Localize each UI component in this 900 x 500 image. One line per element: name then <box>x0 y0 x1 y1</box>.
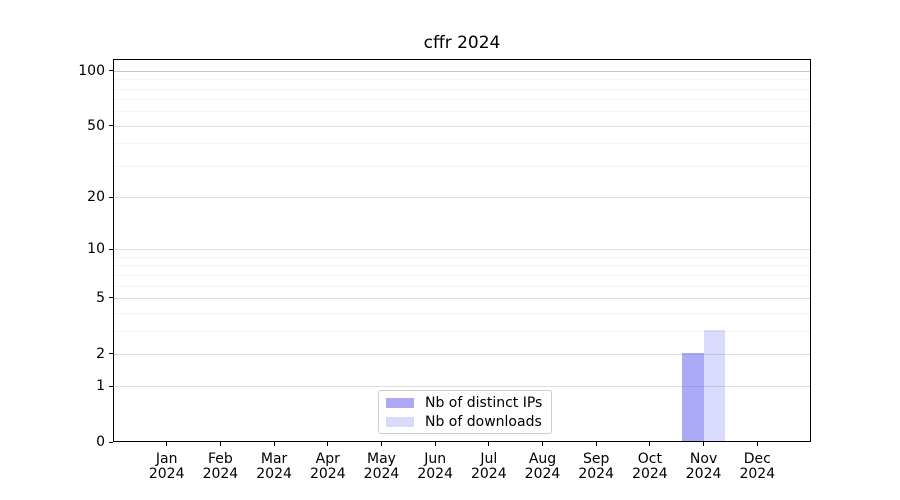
x-tick-mark <box>542 442 543 446</box>
y-tick-label: 1 <box>96 378 105 395</box>
gridline-minor <box>114 111 810 113</box>
y-tick-label: 100 <box>78 62 105 79</box>
legend: Nb of distinct IPs Nb of downloads <box>378 390 553 434</box>
bar <box>703 329 726 441</box>
y-tick-label: 0 <box>96 434 105 450</box>
y-tick-label: 20 <box>87 189 105 206</box>
legend-swatch <box>386 397 414 408</box>
x-tick-mark <box>434 442 436 446</box>
bars-layer <box>114 60 810 441</box>
y-tick-mark <box>109 441 113 443</box>
x-tick-mark <box>488 442 490 446</box>
x-tick-label: Aug 2024 <box>524 451 561 482</box>
x-tick-label: Jun 2024 <box>417 451 453 482</box>
gridline-minor <box>114 265 810 267</box>
chart-title: cffr 2024 <box>423 33 501 53</box>
gridline-minor <box>114 256 810 258</box>
legend-label: Nb of distinct IPs <box>425 394 543 411</box>
x-tick-mark <box>219 442 221 446</box>
x-tick-mark <box>756 442 758 446</box>
gridline-minor <box>114 312 810 314</box>
x-tick-label: Sep 2024 <box>578 451 614 482</box>
legend-item: Nb of downloads <box>386 412 542 431</box>
y-tick-label: 50 <box>87 117 105 134</box>
x-tick-label: Dec 2024 <box>739 451 776 482</box>
gridline-minor <box>114 88 810 90</box>
gridline-major <box>114 197 810 199</box>
legend-item: Nb of distinct IPs <box>386 393 542 412</box>
y-tick-label: 5 <box>96 289 105 306</box>
gridline-minor <box>114 330 810 332</box>
x-tick-mark <box>273 442 275 446</box>
gridline-minor <box>114 99 810 101</box>
x-tick-label: Nov 2024 <box>685 451 722 482</box>
y-tick-mark <box>109 385 113 387</box>
y-tick-mark <box>109 70 113 72</box>
x-tick-label: Mar 2024 <box>256 451 292 482</box>
y-tick-mark <box>109 125 113 127</box>
x-tick-label: Oct 2024 <box>632 451 668 482</box>
gridline-major <box>114 70 810 72</box>
y-tick-mark <box>109 297 113 299</box>
x-tick-mark <box>649 442 651 446</box>
gridline-minor <box>114 274 810 276</box>
gridline-major <box>114 353 810 355</box>
gridline-major <box>114 249 810 251</box>
gridline-minor <box>114 285 810 287</box>
x-tick-mark <box>327 442 329 446</box>
x-tick-mark <box>595 442 597 446</box>
y-tick-label: 10 <box>87 241 105 258</box>
legend-swatch <box>386 416 414 427</box>
gridlines-layer <box>114 60 810 441</box>
x-tick-label: May 2024 <box>363 451 400 482</box>
y-tick-mark <box>109 353 113 355</box>
x-tick-label: Jan 2024 <box>148 451 185 482</box>
gridline-major <box>114 297 810 299</box>
gridline-major <box>114 125 810 127</box>
gridline-minor <box>114 79 810 81</box>
plot-area: Nb of distinct IPs Nb of downloads <box>113 59 811 442</box>
x-tick-label: Apr 2024 <box>309 451 346 482</box>
y-tick-mark <box>109 248 113 250</box>
legend-label: Nb of downloads <box>425 413 542 430</box>
x-tick-mark <box>703 442 705 446</box>
x-tick-label: Jul 2024 <box>470 451 507 482</box>
x-tick-label: Feb 2024 <box>202 451 239 482</box>
x-tick-mark <box>381 442 382 446</box>
gridline-minor <box>114 143 810 145</box>
gridline-minor <box>114 165 810 167</box>
gridline-major <box>114 386 810 388</box>
y-tick-mark <box>109 196 113 198</box>
x-tick-mark <box>166 442 168 446</box>
y-tick-label: 2 <box>96 345 105 362</box>
bar <box>682 352 704 441</box>
